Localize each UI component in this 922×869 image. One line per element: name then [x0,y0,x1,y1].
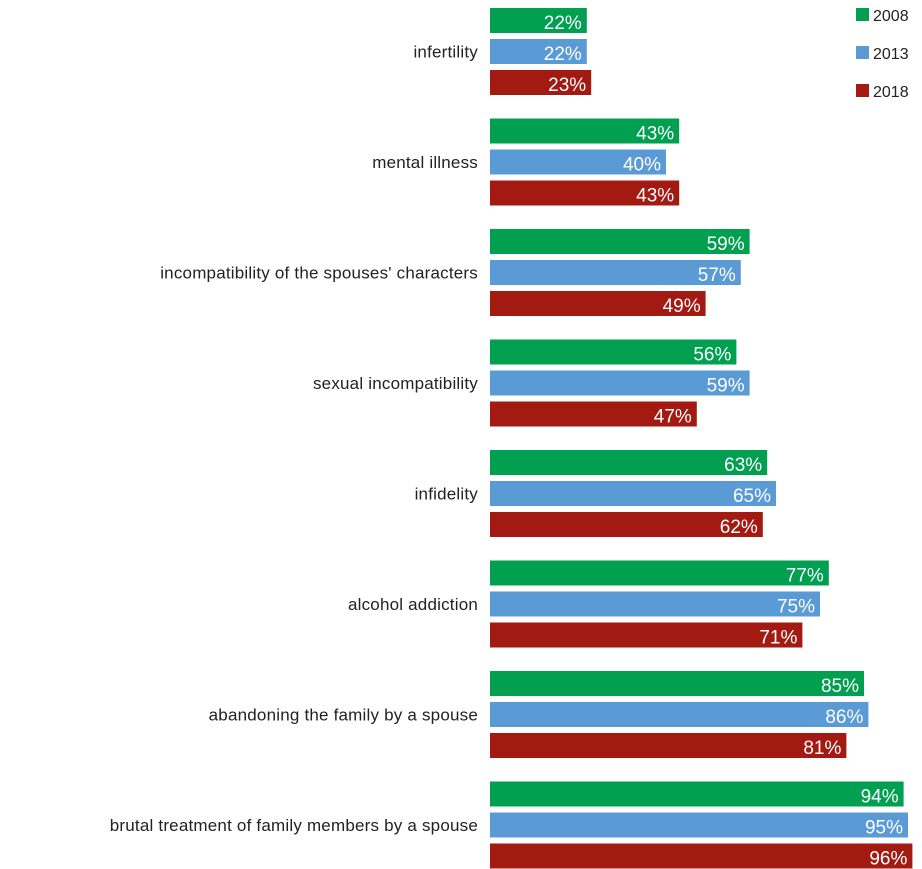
bar-2018 [490,622,803,648]
data-label-2013: 40% [623,155,661,176]
data-label-2013: 86% [825,707,863,728]
legend: 2008 2013 2018 [856,8,909,101]
bar-2018 [490,733,847,758]
data-label-2008: 56% [693,345,731,366]
bar-2013 [490,370,750,396]
category-label: infertility [413,43,478,62]
data-label-2013: 75% [777,597,815,618]
bar-2008 [490,339,737,365]
category-label: brutal treatment of family members by a … [110,816,478,835]
bar-2013 [490,812,908,838]
data-label-2013: 57% [698,265,736,286]
legend-label-2008: 2008 [873,8,909,25]
category-label: alcohol addiction [348,595,478,614]
legend-swatch-2008 [856,8,869,21]
bar-2008 [490,118,680,144]
bar-2018 [490,401,697,427]
bar-2018 [490,291,706,316]
category-label: incompatibility of the spouses' characte… [160,264,478,283]
data-label-2008: 77% [786,566,824,587]
bar-2018 [490,70,592,95]
data-label-2008: 85% [821,676,859,697]
data-label-2013: 65% [733,486,771,507]
bar-2013 [490,39,587,64]
bar-2008 [490,8,587,33]
legend-label-2018: 2018 [873,84,909,101]
bar-2008 [490,781,904,807]
legend-label-2013: 2013 [873,46,909,63]
data-label-2008: 22% [544,13,582,34]
data-label-2008: 43% [636,124,674,145]
data-label-2018: 49% [663,296,701,317]
data-label-2013: 95% [865,818,903,839]
bar-2018 [490,512,763,537]
data-label-2018: 96% [869,849,907,869]
data-label-2013: 59% [707,376,745,397]
data-label-2008: 94% [861,787,899,808]
category-label: mental illness [372,153,478,172]
data-label-2018: 81% [803,738,841,759]
bar-2013 [490,149,666,175]
bar-2013 [490,702,869,727]
bar-2018 [490,843,913,869]
category-label: infidelity [415,485,479,504]
bar-2013 [490,591,820,617]
legend-swatch-2018 [856,84,869,97]
bar-2018 [490,180,680,206]
data-label-2013: 22% [544,44,582,65]
bar-2008 [490,450,768,475]
legend-swatch-2013 [856,46,869,59]
data-label-2018: 47% [654,407,692,428]
data-label-2018: 71% [759,628,797,649]
category-label: sexual incompatibility [313,374,478,393]
bar-2008 [490,229,750,254]
data-label-2018: 62% [720,517,758,538]
data-label-2018: 23% [548,75,586,96]
data-label-2008: 63% [724,455,762,476]
bar-2013 [490,481,776,506]
data-label-2008: 59% [707,234,745,255]
bar-2008 [490,560,829,586]
bar-2013 [490,260,741,285]
data-label-2018: 43% [636,186,674,207]
bar-2008 [490,671,864,696]
bar-group: infertility 22% 22% 23% mental illness 43% 40%… [110,8,913,869]
category-label: abandoning the family by a spouse [209,706,478,725]
